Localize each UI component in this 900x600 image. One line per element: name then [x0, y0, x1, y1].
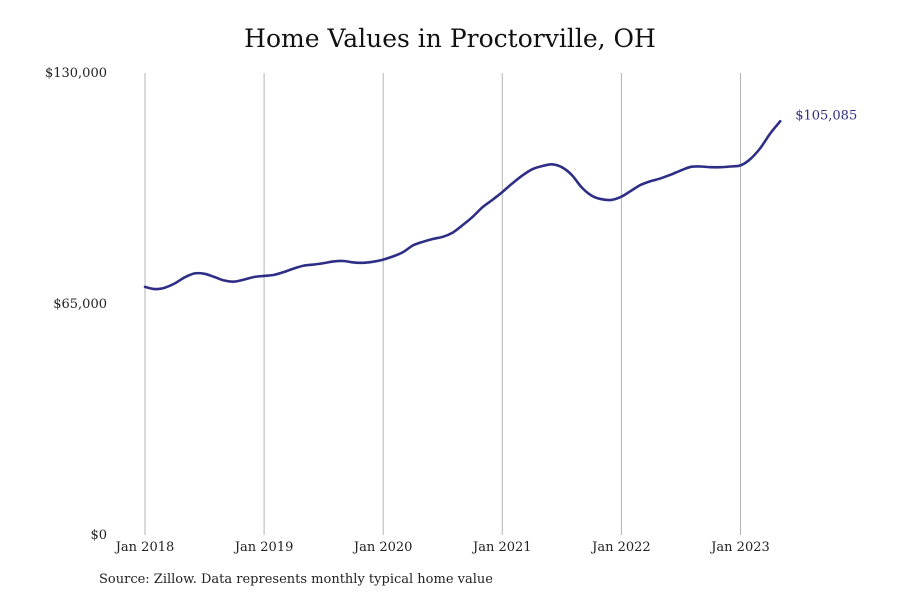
x-axis-ticks: Jan 2018 Jan 2019 Jan 2020 Jan 2021 Jan 2022…: [114, 540, 770, 555]
source-note: Source: Zillow. Data represents monthly …: [99, 572, 493, 587]
x-tick-label: Jan 2019: [233, 540, 294, 555]
y-tick-label: $130,000: [45, 66, 107, 81]
series-line-0: [143, 120, 782, 291]
x-tick-label: Jan 2020: [352, 540, 413, 555]
x-tick-label: Jan 2021: [471, 540, 532, 555]
y-tick-label: $65,000: [53, 297, 107, 312]
vertical-gridlines: [144, 73, 741, 535]
series-layer: [143, 120, 782, 291]
chart-title: Home Values in Proctorville, OH: [244, 24, 656, 53]
x-tick-label: Jan 2023: [709, 540, 770, 555]
y-axis-ticks: $0 $65,000 $130,000: [45, 66, 107, 543]
end-value-label: $105,085: [795, 108, 857, 123]
end-label-layer: $105,085: [795, 108, 857, 123]
x-tick-label: Jan 2018: [114, 540, 175, 555]
y-tick-label: $0: [90, 528, 107, 543]
x-tick-label: Jan 2022: [590, 540, 651, 555]
